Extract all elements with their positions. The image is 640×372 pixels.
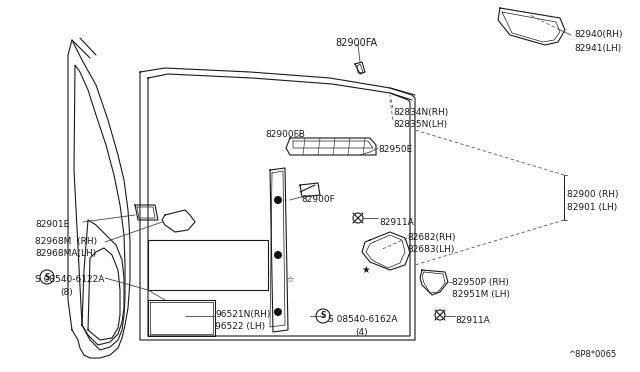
Text: S: S xyxy=(320,311,326,321)
Text: 82950E: 82950E xyxy=(378,145,412,154)
Text: 96521N(RH): 96521N(RH) xyxy=(215,310,270,319)
Text: 82968M  (RH): 82968M (RH) xyxy=(35,237,97,246)
Text: 82968MA(LH): 82968MA(LH) xyxy=(35,249,96,258)
Text: (8): (8) xyxy=(60,288,73,297)
Text: 82900FA: 82900FA xyxy=(335,38,377,48)
Text: 82835N(LH): 82835N(LH) xyxy=(393,120,447,129)
Circle shape xyxy=(274,196,282,204)
Text: S: S xyxy=(44,273,50,282)
Text: 82951M (LH): 82951M (LH) xyxy=(452,290,510,299)
Text: ☆: ☆ xyxy=(286,276,294,285)
Text: 82901E: 82901E xyxy=(35,220,69,229)
Text: ★: ★ xyxy=(362,265,371,275)
Text: (4): (4) xyxy=(355,328,367,337)
Text: ^8P8*0065: ^8P8*0065 xyxy=(568,350,616,359)
Text: S 08540-6122A: S 08540-6122A xyxy=(35,275,104,284)
Text: 82941(LH): 82941(LH) xyxy=(574,44,621,53)
Text: 82911A: 82911A xyxy=(379,218,413,227)
Text: 82683(LH): 82683(LH) xyxy=(407,245,454,254)
Text: 82900 (RH): 82900 (RH) xyxy=(567,190,618,199)
Text: 82911A: 82911A xyxy=(455,316,490,325)
Text: 82682(RH): 82682(RH) xyxy=(407,233,456,242)
Text: S 08540-6162A: S 08540-6162A xyxy=(328,315,397,324)
Text: 82900F: 82900F xyxy=(301,195,335,204)
Circle shape xyxy=(274,251,282,259)
Text: 96522 (LH): 96522 (LH) xyxy=(215,322,265,331)
Text: 82834N(RH): 82834N(RH) xyxy=(393,108,448,117)
Text: 82940(RH): 82940(RH) xyxy=(574,30,623,39)
Text: 82900FB: 82900FB xyxy=(265,130,305,139)
Circle shape xyxy=(274,308,282,316)
Text: 82950P (RH): 82950P (RH) xyxy=(452,278,509,287)
Text: 82901 (LH): 82901 (LH) xyxy=(567,203,617,212)
